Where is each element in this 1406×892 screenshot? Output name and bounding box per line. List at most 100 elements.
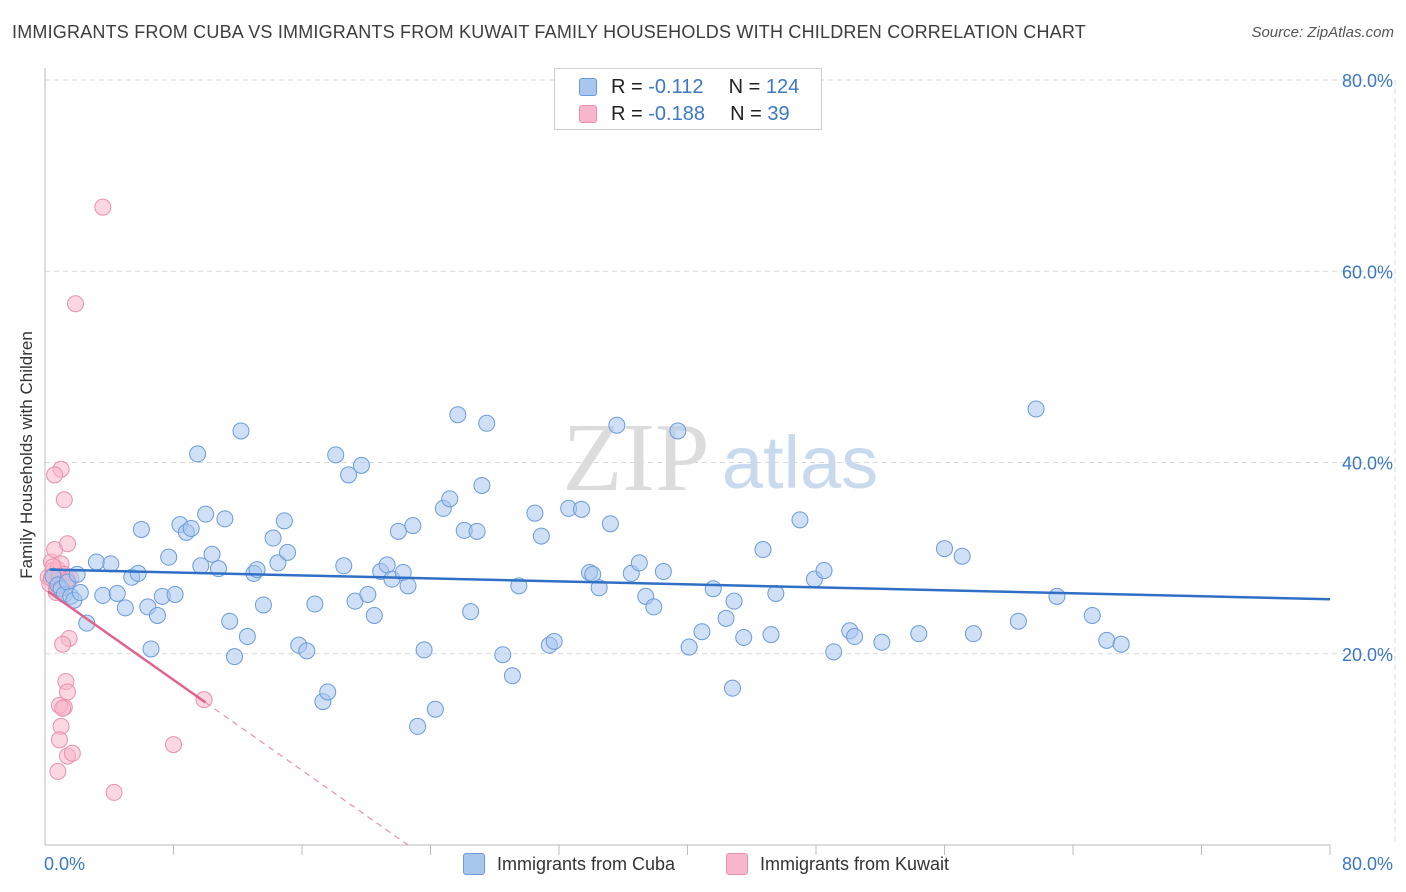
cuba-point-9 [71, 584, 89, 602]
y-tick-label-4: 80.0% [1342, 71, 1393, 91]
cuba-r-value: -0.112 [648, 76, 704, 98]
cuba-point-21 [148, 607, 166, 624]
cuba-point-37 [238, 628, 256, 646]
cuba-point-24 [166, 585, 184, 603]
y-tick-label-3: 60.0% [1342, 262, 1393, 282]
source-credit: Source: ZipAtlas.com [1251, 24, 1394, 41]
cuba-point-43 [275, 512, 293, 530]
cuba-point-8 [68, 565, 86, 583]
cuba-point-121 [1112, 635, 1130, 653]
kuwait-point-32 [63, 744, 81, 762]
cuba-point-12 [94, 586, 112, 604]
cuba-point-114 [953, 547, 971, 565]
watermark-zip: ZIP [563, 404, 710, 512]
cuba-point-34 [221, 612, 239, 630]
cuba-point-65 [415, 641, 433, 659]
cuba-n-label: N = [728, 76, 761, 98]
cuba-point-108 [825, 643, 843, 661]
cuba-point-46 [298, 642, 316, 660]
cuba-point-111 [873, 633, 891, 651]
cuba-point-54 [352, 456, 370, 474]
cuba-point-27 [182, 519, 200, 537]
kuwait-point-37 [165, 736, 182, 754]
cuba-point-119 [1083, 607, 1101, 624]
cuba-point-107 [815, 562, 833, 580]
cuba-point-17 [129, 564, 147, 582]
cuba-point-28 [189, 445, 207, 463]
kuwait-n-value: 39 [767, 103, 790, 125]
kuwait-points [39, 198, 213, 801]
kuwait-n-label: N = [730, 103, 762, 125]
cuba-point-104 [767, 585, 785, 603]
cuba-point-86 [590, 579, 608, 597]
cuba-point-93 [654, 563, 672, 581]
trend-lines [47, 568, 1331, 846]
cuba-point-96 [693, 623, 711, 641]
cuba-trend-line [49, 568, 1331, 601]
kuwait-point-34 [94, 198, 112, 216]
kuwait-point-33 [49, 762, 67, 780]
cuba-point-30 [197, 505, 215, 523]
kuwait-point-28 [54, 699, 72, 717]
cuba-point-63 [404, 517, 422, 535]
cuba-point-98 [717, 609, 735, 627]
cuba-point-117 [1027, 400, 1045, 418]
cuba-point-100 [725, 592, 743, 610]
cuba-point-14 [108, 585, 126, 603]
cuba-point-47 [306, 595, 324, 613]
cuba-point-110 [846, 628, 864, 646]
cuba-point-60 [389, 522, 407, 540]
y-tick-label-2: 40.0% [1342, 454, 1393, 474]
cuba-point-68 [441, 490, 459, 508]
cuba-point-23 [160, 548, 178, 566]
cuba-point-56 [365, 607, 383, 624]
cuba-point-83 [572, 500, 590, 518]
cuba-point-120 [1098, 631, 1116, 649]
cuba-point-42 [269, 554, 287, 572]
cuba-point-72 [468, 522, 486, 540]
cuba-point-69 [449, 406, 467, 424]
cuba-point-94 [669, 422, 687, 440]
cuba-point-66 [426, 700, 444, 718]
legend-kuwait-swatch [726, 853, 748, 875]
kuwait-point-23 [54, 635, 72, 653]
cuba-point-62 [399, 577, 417, 595]
legend-cuba-text: R = -0.112 N = 124 [611, 76, 799, 99]
cuba-point-40 [254, 596, 272, 614]
cuba-point-73 [473, 476, 491, 494]
cuba-point-35 [226, 648, 244, 666]
cuba-point-18 [132, 520, 150, 538]
cuba-point-58 [378, 556, 396, 574]
cuba-point-36 [232, 422, 250, 440]
kuwait-point-19 [55, 491, 73, 509]
legend-cuba-swatch [463, 853, 485, 875]
cuba-point-95 [680, 638, 698, 656]
kuwait-trend-extension [205, 702, 409, 846]
kuwait-swatch [579, 105, 597, 123]
cuba-point-64 [409, 717, 427, 735]
cuba-point-44 [279, 543, 297, 561]
cuba-point-77 [510, 577, 528, 595]
legend-cuba-label: Immigrants from Cuba [497, 854, 676, 874]
y-tick-label-1: 20.0% [1342, 645, 1393, 665]
cuba-point-75 [494, 646, 512, 664]
cuba-point-92 [645, 598, 663, 616]
y-axis-label: Family Households with Children [17, 331, 36, 579]
cuba-point-113 [936, 540, 953, 558]
cuba-point-118 [1048, 587, 1066, 605]
cuba-point-81 [545, 632, 563, 650]
cuba-point-49 [319, 683, 337, 701]
kuwait-r-value: -0.188 [648, 103, 705, 125]
cuba-swatch [579, 78, 597, 96]
cuba-points [44, 400, 1130, 735]
cuba-point-90 [630, 554, 648, 572]
cuba-point-76 [503, 667, 521, 685]
correlation-legend: R = -0.112 N = 124 R = -0.188 N = 39 [554, 68, 822, 130]
cuba-point-13 [102, 555, 120, 573]
cuba-point-99 [723, 679, 741, 697]
cuba-point-41 [264, 529, 282, 547]
chart-title: IMMIGRANTS FROM CUBA VS IMMIGRANTS FROM … [12, 22, 1086, 42]
cuba-point-51 [335, 557, 353, 575]
cuba-point-52 [340, 466, 358, 484]
